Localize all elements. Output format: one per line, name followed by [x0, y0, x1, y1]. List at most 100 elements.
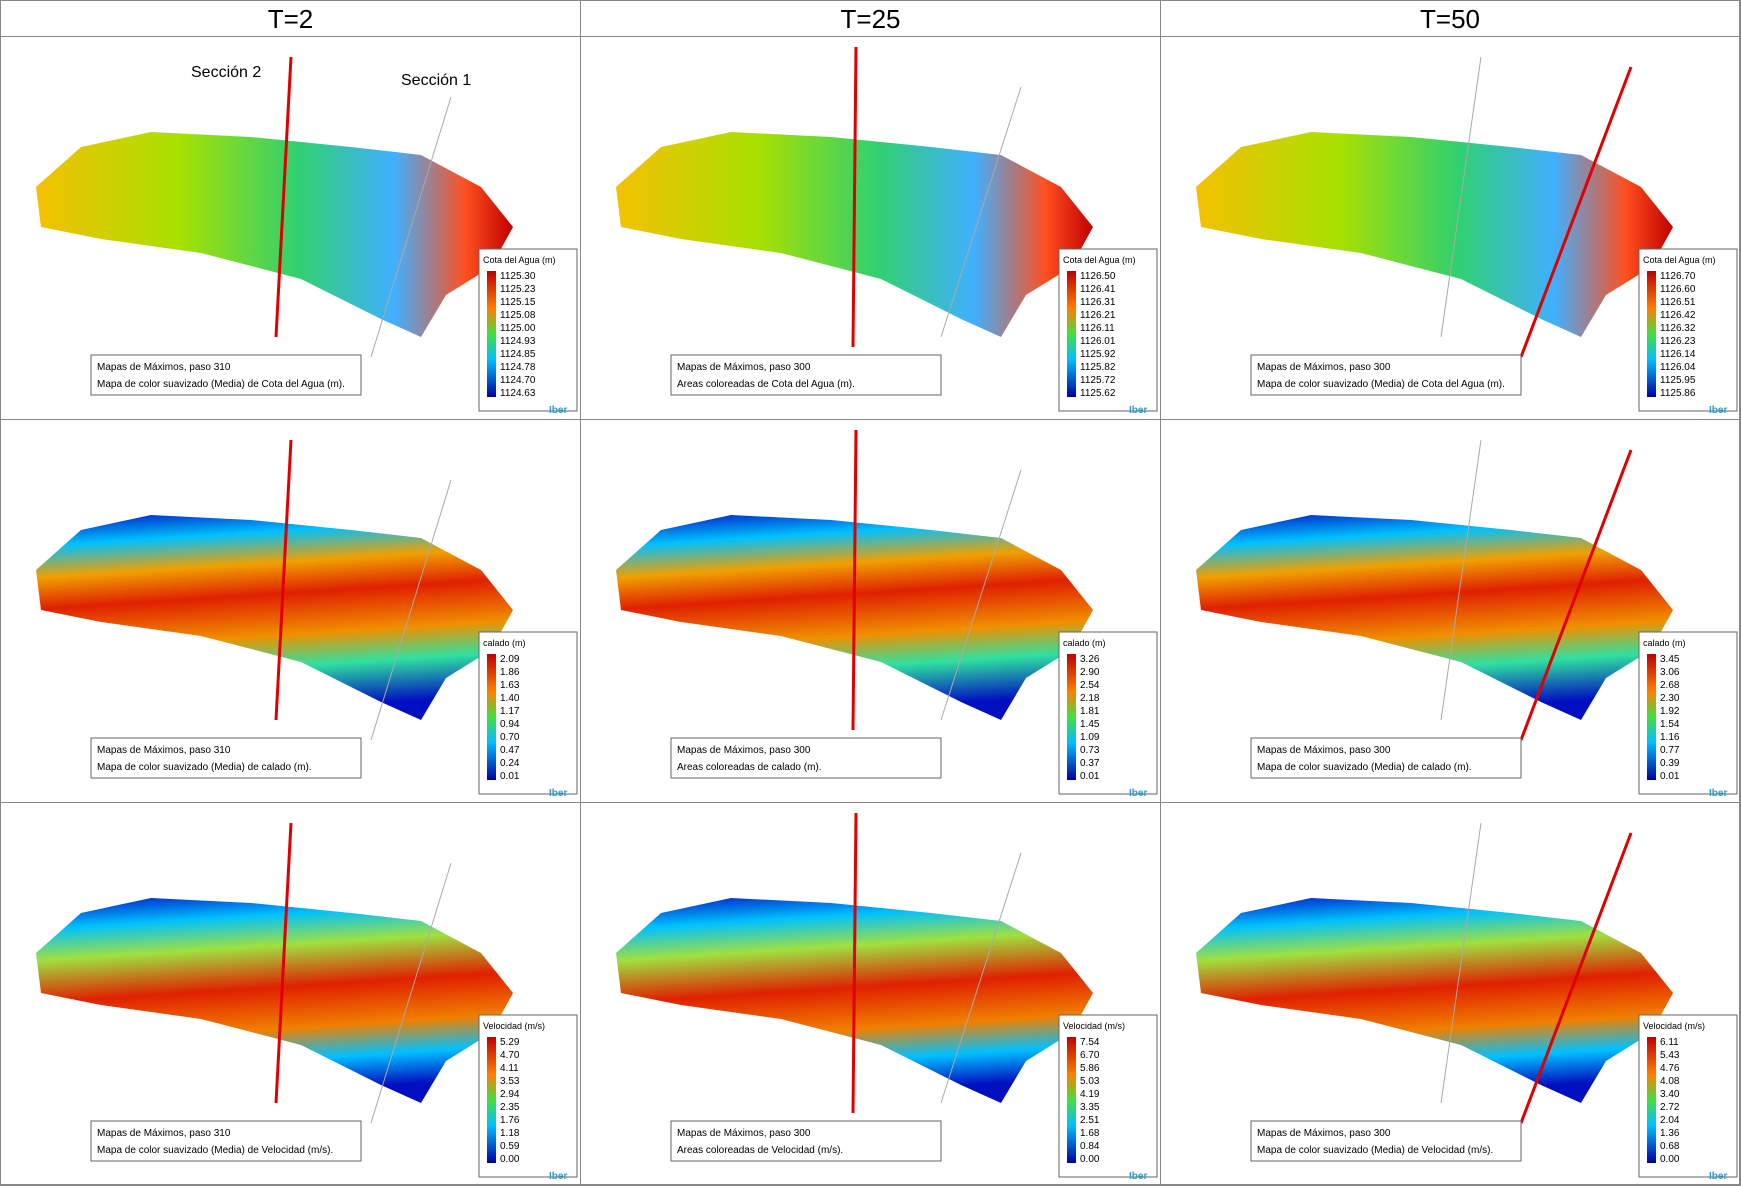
legend-value: 1124.78 — [500, 362, 536, 373]
legend-value: 0.77 — [1660, 745, 1680, 756]
legend-value: 1.17 — [500, 706, 520, 717]
legend-title: calado (m) — [483, 638, 526, 648]
legend-value: 1125.92 — [1080, 349, 1116, 360]
map-panel: calado (m)3.453.062.682.301.921.541.160.… — [1161, 420, 1740, 803]
legend-value: 1.36 — [1660, 1128, 1680, 1139]
legend-value: 0.73 — [1080, 745, 1100, 756]
legend-value: 1.09 — [1080, 732, 1100, 743]
logo: Iber — [1129, 405, 1147, 416]
legend-value: 3.45 — [1660, 654, 1680, 665]
legend-value: 1124.63 — [500, 388, 536, 399]
legend-value: 1126.42 — [1660, 310, 1696, 321]
legend-value: 1126.70 — [1660, 271, 1696, 282]
legend-value: 1.40 — [500, 693, 520, 704]
legend-value: 1126.23 — [1660, 336, 1696, 347]
legend-value: 1126.50 — [1080, 271, 1116, 282]
legend-value: 4.70 — [500, 1050, 520, 1061]
color-bar — [487, 1037, 496, 1163]
caption-line: Mapas de Máximos, paso 300 — [677, 1128, 811, 1139]
legend-value: 1125.23 — [500, 284, 536, 295]
map-cell: Cota del Agua (m)1126.501126.411126.3111… — [581, 37, 1161, 420]
river-map — [1196, 898, 1673, 1103]
legend-value: 1125.82 — [1080, 362, 1116, 373]
color-bar — [487, 654, 496, 780]
legend-value: 2.94 — [500, 1089, 520, 1100]
legend-value: 2.30 — [1660, 693, 1680, 704]
legend-value: 2.04 — [1660, 1115, 1680, 1126]
legend-title: calado (m) — [1063, 638, 1106, 648]
caption-line: Mapas de Máximos, paso 300 — [1257, 1128, 1391, 1139]
river-map — [36, 515, 513, 720]
map-cell: calado (m)3.262.902.542.181.811.451.090.… — [581, 420, 1161, 803]
color-bar — [1647, 1037, 1656, 1163]
logo: Iber — [1129, 1171, 1147, 1182]
legend-value: 1124.85 — [500, 349, 536, 360]
map-panel: Cota del Agua (m)1126.501126.411126.3111… — [581, 37, 1161, 420]
color-bar — [1067, 654, 1076, 780]
legend-value: 1124.93 — [500, 336, 536, 347]
caption-line: Mapas de Máximos, paso 300 — [1257, 362, 1391, 373]
legend-value: 2.51 — [1080, 1115, 1100, 1126]
legend-value: 1.92 — [1660, 706, 1680, 717]
column-header: T=25 — [581, 1, 1161, 37]
legend-value: 0.59 — [500, 1141, 520, 1152]
river-map — [1196, 515, 1673, 720]
legend-title: Velocidad (m/s) — [1063, 1021, 1125, 1031]
legend-value: 1126.32 — [1660, 323, 1696, 334]
legend-value: 2.54 — [1080, 680, 1100, 691]
legend-value: 5.86 — [1080, 1063, 1100, 1074]
legend-value: 2.18 — [1080, 693, 1100, 704]
column-header: T=2 — [1, 1, 581, 37]
legend-value: 0.68 — [1660, 1141, 1680, 1152]
caption-line: Mapas de Máximos, paso 300 — [677, 745, 811, 756]
legend-value: 1126.51 — [1660, 297, 1696, 308]
caption-line: Mapa de color suavizado (Media) de calad… — [1257, 762, 1472, 773]
legend-value: 0.39 — [1660, 758, 1680, 769]
legend-value: 3.53 — [500, 1076, 520, 1087]
legend-value: 3.40 — [1660, 1089, 1680, 1100]
legend-value: 1.86 — [500, 667, 520, 678]
logo: Iber — [1709, 1171, 1727, 1182]
legend-value: 4.11 — [500, 1063, 519, 1074]
caption-line: Mapa de color suavizado (Media) de Cota … — [1257, 379, 1505, 390]
map-cell: Velocidad (m/s)6.115.434.764.083.402.722… — [1161, 803, 1740, 1185]
legend-value: 5.43 — [1660, 1050, 1680, 1061]
legend-value: 0.70 — [500, 732, 520, 743]
section-label: Sección 1 — [401, 72, 471, 89]
legend-value: 0.47 — [500, 745, 520, 756]
map-panel: calado (m)3.262.902.542.181.811.451.090.… — [581, 420, 1161, 803]
section-line — [853, 47, 856, 347]
legend-value: 1.18 — [500, 1128, 520, 1139]
legend-value: 2.68 — [1660, 680, 1680, 691]
logo: Iber — [1129, 788, 1147, 799]
river-map — [36, 898, 513, 1103]
legend-value: 0.94 — [500, 719, 520, 730]
legend-value: 2.72 — [1660, 1102, 1680, 1113]
legend-value: 1126.04 — [1660, 362, 1696, 373]
legend-value: 2.09 — [500, 654, 520, 665]
caption-line: Mapas de Máximos, paso 310 — [97, 745, 231, 756]
legend-value: 1124.70 — [500, 375, 536, 386]
legend-value: 1.68 — [1080, 1128, 1100, 1139]
caption-line: Mapa de color suavizado (Media) de Veloc… — [97, 1145, 333, 1156]
color-bar — [1647, 654, 1656, 780]
river-map — [36, 132, 513, 337]
legend-value: 4.08 — [1660, 1076, 1680, 1087]
legend-title: calado (m) — [1643, 638, 1686, 648]
color-bar — [1647, 271, 1656, 397]
color-bar — [1067, 1037, 1076, 1163]
section-label: Sección 2 — [191, 64, 261, 81]
legend-value: 1126.60 — [1660, 284, 1696, 295]
legend-value: 1125.86 — [1660, 388, 1696, 399]
caption-line: Mapas de Máximos, paso 310 — [97, 362, 231, 373]
legend-value: 1.45 — [1080, 719, 1100, 730]
map-panel: Velocidad (m/s)7.546.705.865.034.193.352… — [581, 803, 1161, 1185]
caption-line: Mapa de color suavizado (Media) de Veloc… — [1257, 1145, 1493, 1156]
legend-value: 1.16 — [1660, 732, 1680, 743]
color-bar — [1067, 271, 1076, 397]
logo: Iber — [1709, 405, 1727, 416]
